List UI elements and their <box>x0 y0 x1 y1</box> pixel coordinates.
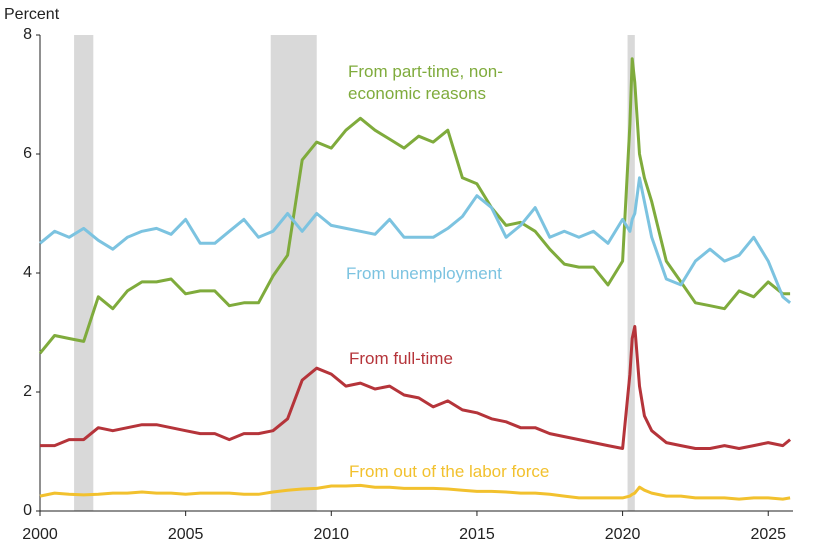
series-label: From unemployment <box>346 264 502 283</box>
x-tick-label: 2015 <box>459 526 495 543</box>
series-line <box>39 176 792 304</box>
recession-band <box>270 35 317 511</box>
series-label: From full-time <box>349 349 453 368</box>
y-tick-label: 6 <box>23 145 32 162</box>
y-tick-label: 4 <box>23 264 32 281</box>
y-axis-label: Percent <box>4 6 60 23</box>
y-tick-label: 0 <box>23 502 32 519</box>
y-tick-label: 2 <box>23 383 32 400</box>
x-tick-label: 2020 <box>605 526 641 543</box>
recession-band <box>74 35 94 511</box>
series-label: From out of the labor force <box>349 462 550 481</box>
x-tick-label: 2025 <box>750 526 786 543</box>
series-line <box>40 325 792 450</box>
x-tick-label: 2010 <box>313 526 349 543</box>
x-tick-label: 2000 <box>22 526 58 543</box>
series-line <box>39 483 791 501</box>
series-line <box>38 57 791 355</box>
x-tick-label: 2005 <box>168 526 204 543</box>
series-label: From part-time, non-economic reasons <box>348 62 503 103</box>
y-tick-label: 8 <box>23 26 32 43</box>
recession-band <box>627 35 635 511</box>
